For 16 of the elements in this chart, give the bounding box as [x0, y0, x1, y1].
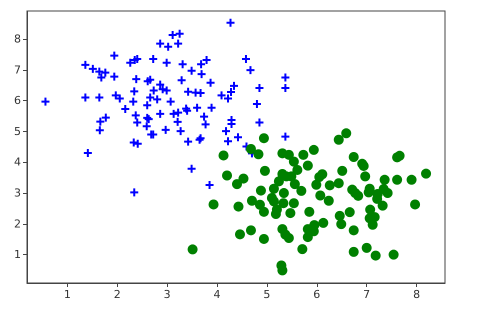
x-tick-label: 1 [64, 288, 71, 301]
x-tick-label: 5 [263, 288, 270, 301]
y-tick-label: 8 [14, 32, 21, 46]
x-tick-label: 3 [164, 288, 171, 301]
y-tick-label: 2 [14, 217, 21, 230]
y-tick-label: 7 [14, 63, 21, 76]
y-tick-label: 4 [14, 156, 21, 169]
y-tick-label: 3 [14, 186, 21, 200]
y-tick-label: 1 [14, 248, 21, 262]
y-tick-label: 6 [14, 94, 21, 108]
x-tick-label: 4 [214, 288, 221, 301]
x-tick-label: 2 [114, 288, 121, 301]
x-tick-label: 6 [313, 288, 320, 301]
y-tick-label: 5 [14, 124, 21, 138]
x-tick-label: 8 [413, 288, 420, 301]
x-tick-label: 7 [363, 288, 370, 301]
